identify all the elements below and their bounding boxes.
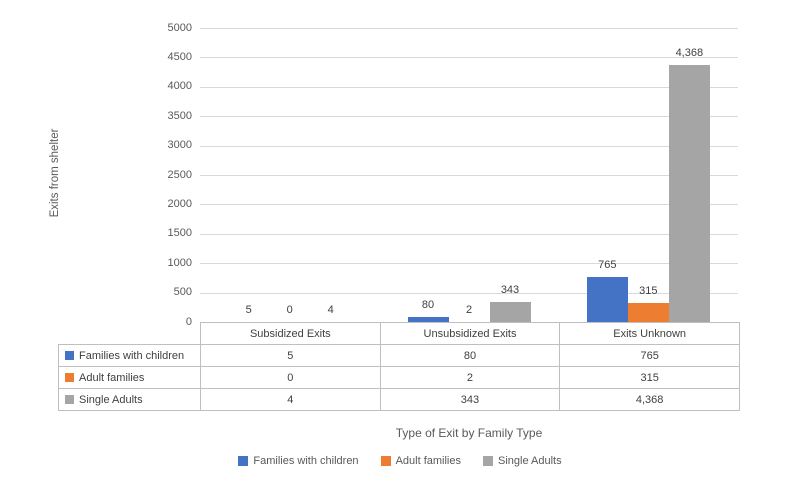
y-tick-label: 4000 bbox=[167, 80, 192, 93]
bar-data-label: 80 bbox=[421, 299, 435, 312]
bar-single-adults-2 bbox=[489, 301, 531, 322]
bar-data-label: 343 bbox=[500, 283, 520, 296]
legend-item: Families with children bbox=[238, 455, 359, 467]
value-cell: 4 bbox=[200, 388, 381, 411]
category-header-cell: Exits Unknown bbox=[559, 322, 740, 345]
bar-families-with-children-2 bbox=[407, 317, 449, 322]
value-cell: 5 bbox=[200, 344, 381, 367]
value-cell: 4,368 bbox=[559, 388, 740, 411]
series-label-cell: Adult families bbox=[58, 366, 201, 389]
gridline bbox=[200, 233, 738, 235]
bar-data-label: 4,368 bbox=[675, 47, 704, 60]
table-header-row: Subsidized Exits Unsubsidized Exits Exits … bbox=[59, 322, 740, 345]
y-tick-label: 500 bbox=[173, 286, 192, 299]
legend-swatch-icon bbox=[380, 456, 391, 466]
gridline bbox=[200, 28, 738, 29]
bar-data-label: 315 bbox=[639, 285, 658, 298]
value-cell: 0 bbox=[200, 366, 381, 389]
table-row: Adult families 0 2 315 bbox=[58, 366, 740, 389]
bar-data-label: 5 bbox=[245, 303, 252, 316]
y-tick-label: 2000 bbox=[167, 197, 192, 210]
value-cell: 2 bbox=[379, 366, 561, 389]
gridline bbox=[200, 86, 738, 88]
table-row: Families with children 5 80 765 bbox=[58, 344, 740, 367]
bar-single-adults-3 bbox=[668, 65, 710, 322]
value-cell: 315 bbox=[559, 366, 740, 389]
bar-data-label: 4 bbox=[327, 303, 334, 316]
y-axis-title: Exits from shelter bbox=[49, 128, 61, 218]
y-tick-label: 4500 bbox=[167, 50, 192, 63]
legend-label: Adult families bbox=[395, 455, 461, 467]
category-header-cell: Unsubsidized Exits bbox=[379, 322, 561, 345]
legend-swatch-icon bbox=[238, 456, 249, 466]
category-header-cell: Subsidized Exits bbox=[200, 322, 381, 345]
value-cell: 80 bbox=[379, 344, 561, 367]
gridline bbox=[200, 204, 738, 206]
y-tick-label: 0 bbox=[185, 315, 192, 328]
gridline bbox=[200, 145, 738, 147]
legend-label: Families with children bbox=[253, 455, 359, 467]
gridline bbox=[200, 116, 738, 118]
gridline bbox=[200, 292, 738, 294]
y-tick-label: 3000 bbox=[167, 139, 192, 152]
legend-item: Single Adults bbox=[482, 455, 562, 467]
x-axis-title: Type of Exit by Family Type bbox=[395, 426, 543, 440]
bar-data-label: 0 bbox=[286, 304, 293, 316]
series-label-cell: Single Adults bbox=[58, 388, 201, 411]
bar-adult-families-3 bbox=[627, 303, 669, 322]
data-table: Subsidized Exits Unsubsidized Exits Exits … bbox=[58, 322, 740, 411]
y-tick-label: 1000 bbox=[167, 256, 192, 269]
gridline bbox=[200, 263, 738, 265]
table-corner-cell bbox=[59, 323, 201, 345]
value-cell: 343 bbox=[379, 388, 561, 411]
legend-item: Adult families bbox=[380, 455, 461, 467]
y-tick-label: 3500 bbox=[167, 109, 192, 122]
table-row: Single Adults 4 343 4,368 bbox=[58, 388, 740, 411]
value-cell: 765 bbox=[559, 344, 740, 367]
bar-data-label: 2 bbox=[465, 303, 473, 316]
series-label-cell: Families with children bbox=[58, 344, 201, 367]
plot-area: 5 80 765 0 2 315 4 343 4,368 bbox=[200, 28, 738, 322]
gridline bbox=[200, 57, 738, 59]
legend: Families with children Adult families Sing… bbox=[0, 455, 800, 467]
series-swatch-icon bbox=[65, 394, 74, 404]
gridline bbox=[200, 175, 738, 176]
legend-label: Single Adults bbox=[497, 455, 562, 467]
series-swatch-icon bbox=[65, 372, 74, 382]
y-tick-label: 5000 bbox=[167, 21, 192, 34]
y-tick-label: 1500 bbox=[167, 227, 192, 240]
series-swatch-icon bbox=[65, 350, 74, 360]
bar-data-label: 765 bbox=[598, 259, 617, 272]
bar-families-with-children-3 bbox=[586, 277, 628, 322]
legend-swatch-icon bbox=[482, 456, 493, 466]
y-tick-label: 2500 bbox=[167, 168, 192, 181]
